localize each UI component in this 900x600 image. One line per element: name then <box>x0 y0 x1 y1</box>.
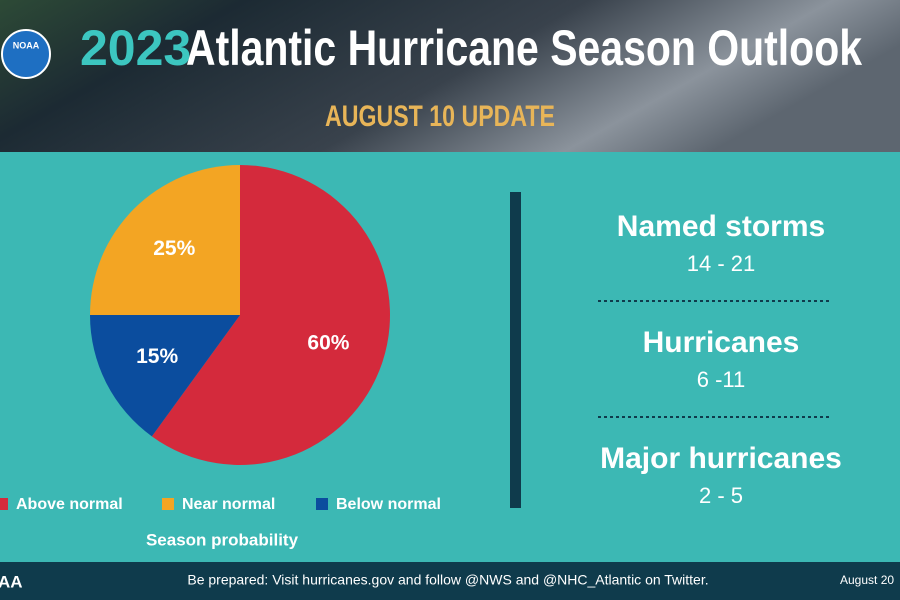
pie-slice <box>90 165 240 315</box>
legend-label: Below normal <box>336 496 441 513</box>
stat-value: 6 -11 <box>697 367 746 392</box>
footer-date: August 20 <box>840 573 894 587</box>
legend-label: Above normal <box>16 496 123 513</box>
stat-label: Named storms <box>617 210 825 243</box>
logo-text: NOAA <box>13 40 40 50</box>
footer-logo: AA <box>0 572 23 591</box>
slice-label: 15% <box>136 345 178 368</box>
divider <box>510 192 521 508</box>
footer-text: Be prepared: Visit hurricanes.gov and fo… <box>187 572 708 588</box>
slice-label: 60% <box>307 331 349 354</box>
footer-background <box>0 562 900 600</box>
title-year: 2023 <box>80 20 191 76</box>
pie-slice <box>90 315 240 437</box>
header-background <box>0 0 900 152</box>
stat-value: 14 - 21 <box>687 251 756 276</box>
logo <box>1 29 51 79</box>
stat-label: Hurricanes <box>643 326 800 359</box>
pie-chart: 60% 25% 15% <box>90 165 391 465</box>
slice-label: 25% <box>153 237 195 260</box>
legend-swatch <box>316 498 328 510</box>
stat-label: Major hurricanes <box>600 442 842 475</box>
legend-title: Season probability <box>146 530 299 549</box>
legend-label: Near normal <box>182 496 275 513</box>
pie-slice <box>151 165 391 465</box>
legend-swatch <box>162 498 174 510</box>
stats: Named storms 14 - 21 Hurricanes 6 -11 Major … <box>598 210 842 508</box>
subtitle: AUGUST 10 UPDATE <box>325 100 555 133</box>
legend-swatch <box>0 498 8 510</box>
title: Atlantic Hurricane Season Outlook <box>186 20 862 76</box>
stat-value: 2 - 5 <box>699 483 743 508</box>
legend: Above normal Near normal Below normal <box>0 496 441 513</box>
